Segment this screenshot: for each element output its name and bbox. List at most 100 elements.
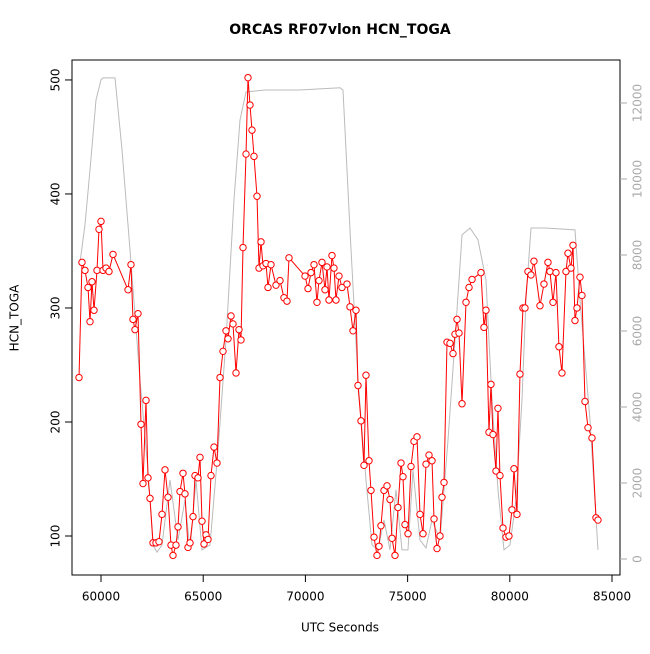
data-point <box>161 466 169 474</box>
data-point <box>458 400 466 408</box>
data-point <box>492 467 500 475</box>
x-tick-label: 80000 <box>491 590 529 604</box>
data-point <box>81 266 89 275</box>
data-point <box>181 490 189 498</box>
data-point <box>377 522 385 530</box>
data-point <box>455 329 463 337</box>
data-point <box>250 152 258 161</box>
data-point <box>196 453 204 462</box>
data-point <box>494 404 502 413</box>
data-point <box>304 284 312 293</box>
data-point <box>346 303 354 311</box>
data-point <box>267 260 275 269</box>
data-point <box>248 126 256 134</box>
data-point <box>131 325 139 334</box>
x-tick-label: 70000 <box>286 590 324 604</box>
data-point <box>499 524 507 532</box>
data-point <box>349 327 357 335</box>
data-point <box>375 542 383 550</box>
data-point <box>462 298 470 306</box>
data-point <box>438 493 446 501</box>
data-point <box>315 276 323 285</box>
data-point <box>213 459 221 467</box>
data-point <box>399 473 407 481</box>
data-point <box>194 474 202 482</box>
data-point <box>576 273 584 281</box>
x-tick-label: 85000 <box>593 590 631 604</box>
data-point <box>558 369 566 377</box>
data-point <box>564 249 572 257</box>
data-point <box>581 397 589 406</box>
data-point <box>246 101 254 109</box>
data-point <box>546 267 554 276</box>
data-point <box>164 493 172 501</box>
data-point <box>207 471 215 480</box>
y2-tick-label: 12000 <box>631 84 645 122</box>
data-point <box>480 323 488 332</box>
data-point <box>496 471 504 480</box>
data-point <box>235 325 243 334</box>
data-point <box>401 520 409 529</box>
y2-tick-label: 2000 <box>631 468 645 499</box>
data-point <box>219 347 227 356</box>
data-point <box>75 373 83 382</box>
data-point <box>179 469 187 477</box>
plot-box <box>71 59 621 576</box>
data-point <box>428 457 436 465</box>
data-point <box>272 281 280 289</box>
data-point <box>86 317 94 326</box>
y-tick-label: 300 <box>49 297 63 320</box>
data-point <box>338 283 346 292</box>
data-point <box>536 301 544 310</box>
data-point <box>222 327 230 335</box>
data-point <box>186 539 194 547</box>
data-point <box>307 268 315 277</box>
data-point <box>436 532 444 540</box>
data-point <box>544 258 552 267</box>
data-point <box>134 309 142 318</box>
data-point <box>127 260 135 269</box>
data-point <box>84 283 92 292</box>
data-point <box>216 373 224 382</box>
data-point <box>244 73 252 82</box>
data-point <box>367 486 375 495</box>
data-point <box>310 260 318 269</box>
data-point <box>276 276 284 285</box>
data-point <box>354 381 362 390</box>
data-point <box>465 283 473 292</box>
data-point <box>530 257 538 265</box>
data-point <box>253 192 261 200</box>
data-point <box>200 540 208 548</box>
data-point <box>365 457 373 465</box>
data-point <box>416 510 424 519</box>
data-point <box>578 291 586 300</box>
data-point <box>489 430 497 439</box>
data-point <box>521 304 529 312</box>
data-point <box>328 251 336 260</box>
data-point <box>78 258 86 267</box>
data-point <box>584 423 592 432</box>
data-point <box>232 369 240 377</box>
data-point <box>391 551 399 560</box>
data-point <box>95 225 103 234</box>
data-point <box>158 510 166 519</box>
data-point <box>88 278 96 286</box>
y-tick-label: 200 <box>49 411 63 434</box>
data-point <box>146 494 154 503</box>
x-tick-label: 60000 <box>82 590 120 604</box>
y-axis-label: HCN_TOGA <box>8 284 22 351</box>
data-point <box>477 268 485 277</box>
x-axis-label: UTC Seconds <box>301 621 379 635</box>
data-point <box>513 510 521 519</box>
data-point <box>142 396 150 405</box>
data-point <box>332 296 340 304</box>
data-point <box>210 443 218 451</box>
data-point <box>487 380 495 389</box>
data-point <box>468 275 476 284</box>
data-point <box>383 482 391 490</box>
data-point <box>198 517 206 525</box>
data-point <box>352 306 360 314</box>
data-point <box>413 433 421 441</box>
data-point <box>516 370 524 378</box>
data-point <box>567 264 575 272</box>
